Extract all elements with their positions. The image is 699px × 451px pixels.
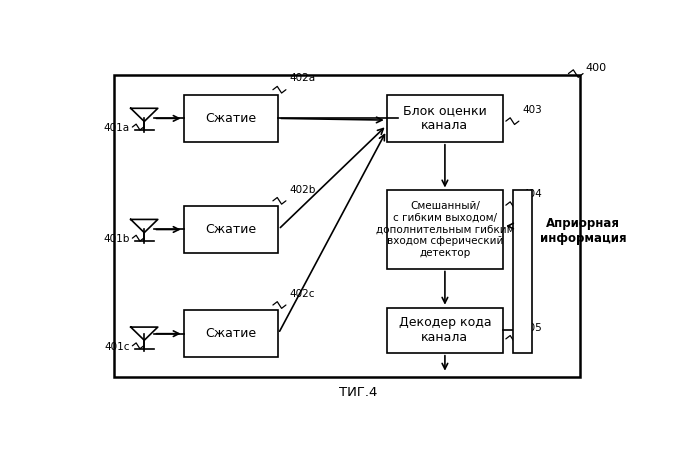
- Text: 402b: 402b: [289, 184, 315, 194]
- Text: 403: 403: [522, 105, 542, 115]
- Bar: [387, 308, 503, 353]
- Text: Смешанный/
с гибким выходом/
дополнительным гибким
входом сферический
детектор: Смешанный/ с гибким выходом/ дополнитель…: [375, 201, 514, 258]
- Text: Априорная
информация: Априорная информация: [540, 217, 626, 245]
- Text: 401c: 401c: [104, 341, 129, 351]
- Text: Сжатие: Сжатие: [206, 223, 257, 236]
- Bar: [512, 189, 532, 353]
- Text: 404: 404: [522, 189, 542, 199]
- Text: 402a: 402a: [289, 74, 315, 83]
- Bar: [184, 95, 278, 142]
- Bar: [387, 190, 503, 268]
- Text: 401a: 401a: [103, 123, 129, 133]
- Text: ΤИГ.4: ΤИГ.4: [339, 386, 377, 399]
- Bar: [184, 310, 278, 357]
- Text: 400: 400: [586, 63, 607, 73]
- Text: Декодер кода
канала: Декодер кода канала: [398, 316, 491, 344]
- Text: Сжатие: Сжатие: [206, 327, 257, 340]
- Bar: [387, 95, 503, 142]
- Text: 401b: 401b: [103, 234, 129, 244]
- Text: 405: 405: [522, 322, 542, 333]
- Bar: [115, 75, 580, 377]
- Text: Сжатие: Сжатие: [206, 112, 257, 125]
- Bar: [184, 206, 278, 253]
- Text: 402c: 402c: [289, 289, 315, 299]
- Text: Блок оценки
канала: Блок оценки канала: [403, 104, 487, 132]
